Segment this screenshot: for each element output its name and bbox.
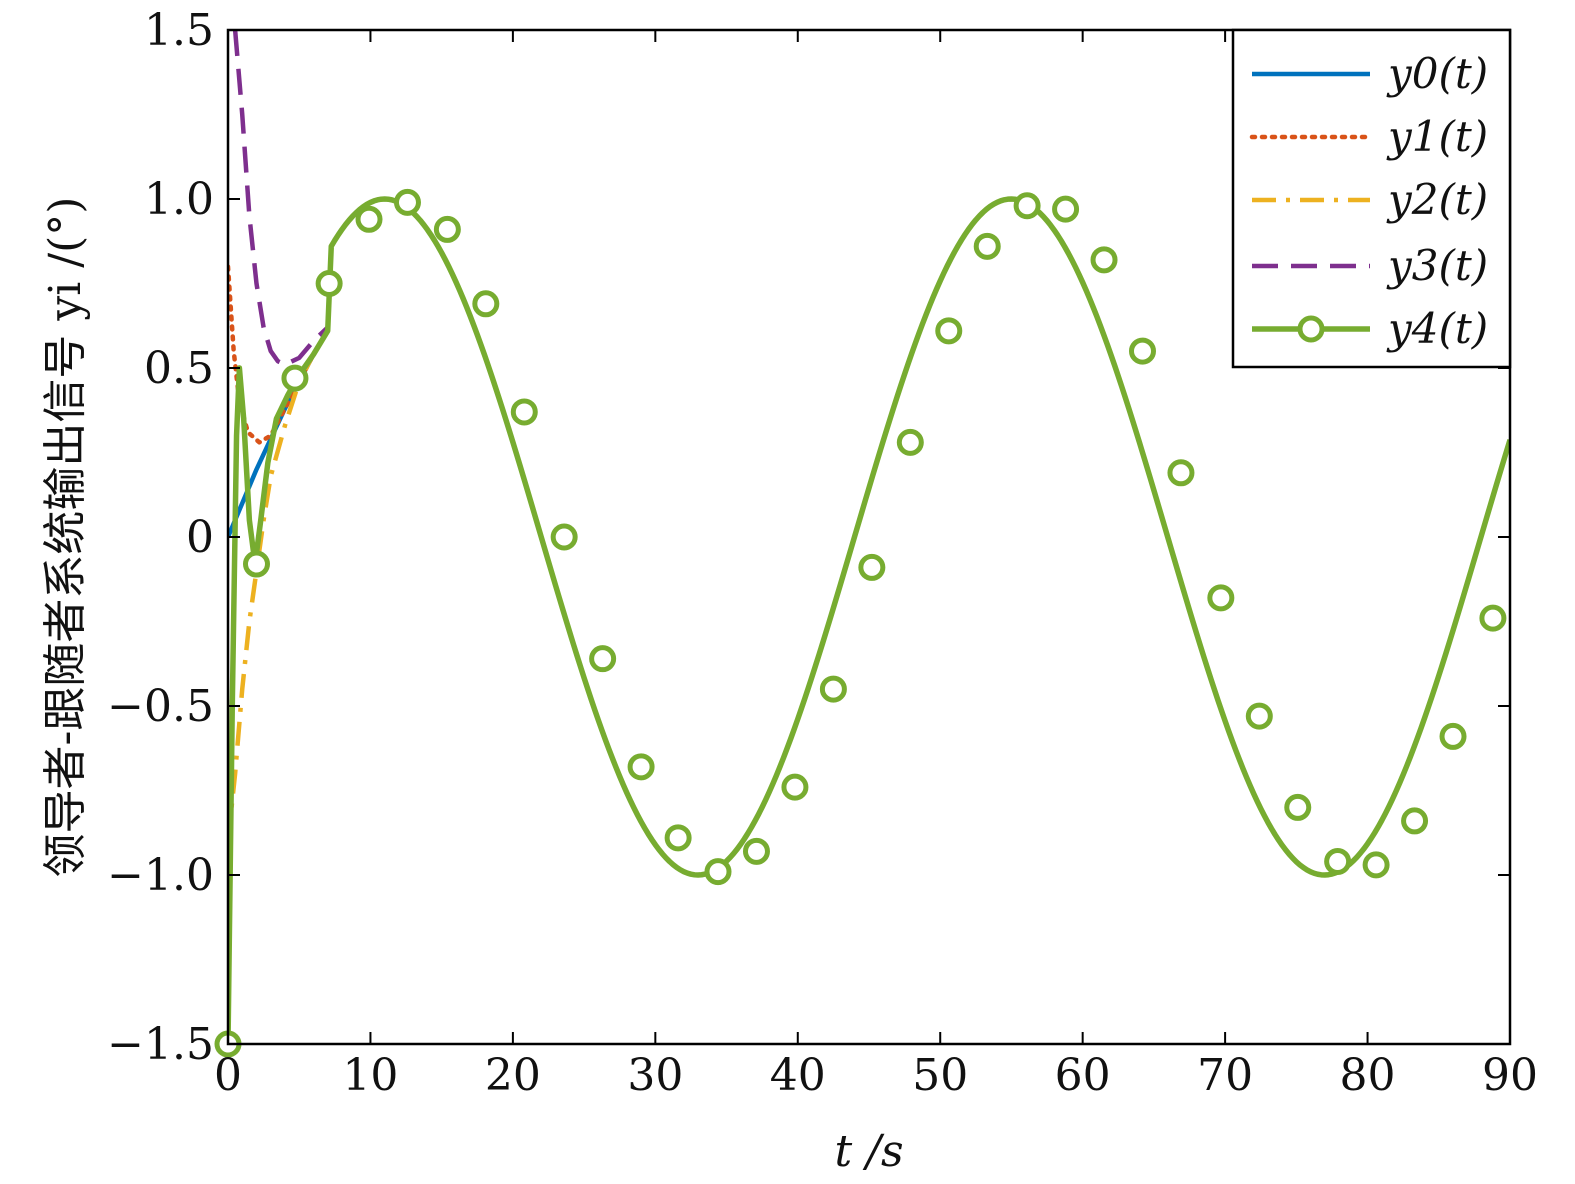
data-point [510,398,538,426]
data-point [1479,604,1507,632]
data-point [1052,195,1080,223]
data-point [1128,337,1156,365]
legend-box [1231,28,1512,369]
data-point [1324,847,1352,875]
data-point [742,837,770,865]
data-point [1090,246,1118,274]
y-tick-label: 1.0 [144,174,214,225]
data-point [281,364,309,392]
y-tick-label: 0.5 [144,343,214,394]
x-tick-label: 10 [342,1050,398,1101]
legend-label-3: y3(t) [1386,241,1488,290]
data-point [858,553,886,581]
data-point [1167,459,1195,487]
data-point [393,188,421,216]
data-point [472,290,500,318]
x-tick-label: 60 [1055,1050,1111,1101]
x-tick-label: 80 [1340,1050,1396,1101]
x-tick-label: 20 [485,1050,541,1101]
data-point [355,205,383,233]
data-point [1284,793,1312,821]
data-point [1013,192,1041,220]
data-point [935,317,963,345]
data-point [1245,702,1273,730]
tick-labels: 0 10 20 30 40 50 60 70 80 90 −1.5 −1.0 −0.5 0 0.5 1.0 1.… [107,5,1538,1101]
legend-marker [1297,315,1325,343]
legend-label-2: y2(t) [1386,175,1488,224]
data-point [781,773,809,801]
data-point [550,523,578,551]
data-point [1439,722,1467,750]
y-tick-label: 0 [186,512,214,563]
data-point [1207,584,1235,612]
legend: y0(t) y1(t) y2(t) y3(t) y4(t) [1231,28,1512,369]
x-tick-label: 90 [1482,1050,1538,1101]
legend-label-1: y1(t) [1386,112,1488,161]
data-point [627,753,655,781]
data-point [664,824,692,852]
legend-label-0: y0(t) [1386,49,1488,98]
y-tick-label: 1.5 [144,5,214,56]
data-point [1362,851,1390,879]
data-point [433,215,461,243]
x-tick-label: 70 [1197,1050,1253,1101]
data-point [315,270,343,297]
x-tick-label: 50 [912,1050,968,1101]
x-tick-label: 30 [627,1050,683,1101]
data-point [589,645,617,673]
data-point [973,232,1001,260]
data-point [896,428,924,456]
legend-label-4: y4(t) [1386,304,1488,353]
series-layer [228,30,1510,1044]
x-tick-label: 40 [770,1050,826,1101]
y-tick-label: −1.0 [107,850,214,901]
series-line-4 [228,196,1510,1044]
data-point [1401,807,1429,835]
data-point [704,858,732,886]
marker-layer [214,188,1507,1058]
y-axis-title: 领导者-跟随者系统输出信号 yi /(°) [40,197,91,878]
x-tick-label: 0 [214,1050,242,1101]
data-point [242,550,270,578]
y-tick-label: −0.5 [107,681,214,732]
data-point [819,675,847,703]
x-axis-title: t /s [834,1126,903,1177]
y-tick-label: −1.5 [107,1019,214,1070]
